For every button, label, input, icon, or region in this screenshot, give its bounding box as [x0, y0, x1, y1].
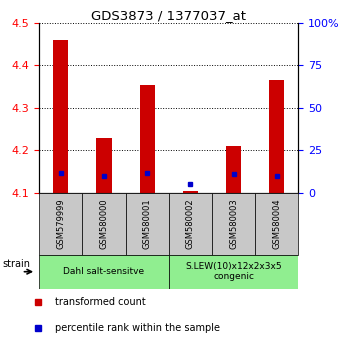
- Text: GSM580001: GSM580001: [143, 199, 152, 249]
- Text: GSM580003: GSM580003: [229, 199, 238, 249]
- Bar: [39, 193, 83, 255]
- Text: Dahl salt-sensitve: Dahl salt-sensitve: [63, 267, 145, 276]
- Text: GSM579999: GSM579999: [56, 199, 65, 249]
- Bar: [269, 80, 284, 193]
- Text: GSM580004: GSM580004: [272, 199, 281, 249]
- Bar: [53, 40, 68, 193]
- Bar: [39, 255, 169, 289]
- Bar: [83, 193, 125, 255]
- Title: GDS3873 / 1377037_at: GDS3873 / 1377037_at: [91, 9, 246, 22]
- Text: strain: strain: [2, 259, 30, 269]
- Bar: [226, 146, 241, 193]
- Bar: [169, 255, 298, 289]
- Bar: [140, 85, 155, 193]
- Bar: [169, 193, 212, 255]
- Text: S.LEW(10)x12x2x3x5
congenic: S.LEW(10)x12x2x3x5 congenic: [185, 262, 282, 281]
- Bar: [97, 138, 112, 193]
- Bar: [212, 193, 255, 255]
- Text: GSM580002: GSM580002: [186, 199, 195, 249]
- Text: transformed count: transformed count: [55, 297, 146, 307]
- Text: percentile rank within the sample: percentile rank within the sample: [55, 323, 220, 333]
- Text: GSM580000: GSM580000: [100, 199, 108, 249]
- Bar: [255, 193, 298, 255]
- Bar: [183, 191, 198, 193]
- Bar: [125, 193, 169, 255]
